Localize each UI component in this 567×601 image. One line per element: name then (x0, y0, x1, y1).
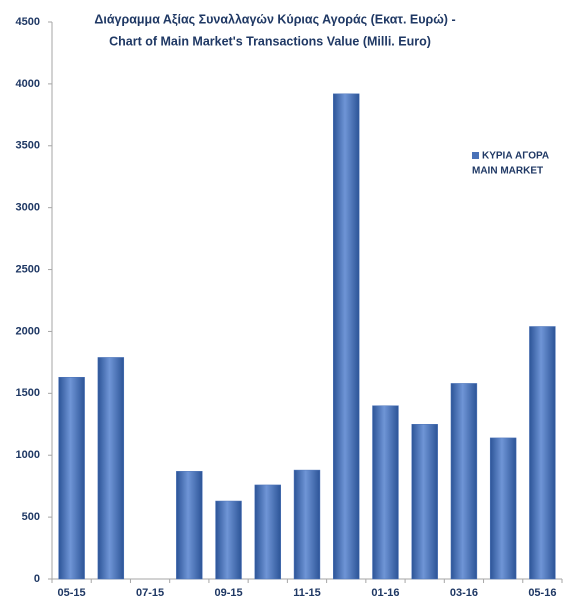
bar (215, 500, 242, 580)
bar (58, 376, 85, 580)
x-tick-label: 07-15 (136, 587, 164, 599)
bar (97, 357, 125, 580)
x-tick-label: 09-15 (214, 587, 242, 599)
bar (254, 484, 281, 580)
legend-label: MAIN MARKET (472, 166, 543, 177)
bar (450, 383, 478, 580)
bar (489, 437, 517, 580)
y-tick-label: 4500 (16, 16, 40, 28)
y-tick-label: 2500 (16, 263, 40, 275)
y-tick-label: 1500 (16, 387, 40, 399)
x-tick-label: 11-15 (293, 587, 321, 599)
chart-title: Διάγραμμα Αξίας Συναλλαγών Κύριας Αγοράς… (94, 12, 455, 26)
legend-label: ΚΥΡΙΑ ΑΓΟΡΑ (482, 151, 549, 162)
bar (333, 93, 360, 580)
y-tick-label: 3000 (16, 202, 40, 214)
y-tick-label: 2000 (16, 325, 40, 337)
bar (372, 405, 399, 580)
legend-swatch (472, 152, 479, 159)
y-tick-label: 0 (34, 573, 40, 585)
chart-title: Chart of Main Market's Transactions Valu… (109, 34, 431, 48)
x-tick-label: 05-15 (58, 587, 86, 599)
x-tick-label: 01-16 (371, 587, 399, 599)
x-tick-label: 05-16 (528, 587, 556, 599)
bar (293, 469, 321, 580)
y-tick-label: 500 (22, 511, 40, 523)
y-tick-label: 1000 (16, 449, 40, 461)
y-tick-label: 3500 (16, 140, 40, 152)
bar (176, 471, 203, 580)
y-tick-label: 4000 (16, 78, 40, 90)
bar (411, 424, 438, 580)
x-tick-label: 03-16 (450, 587, 478, 599)
bar (529, 326, 556, 580)
